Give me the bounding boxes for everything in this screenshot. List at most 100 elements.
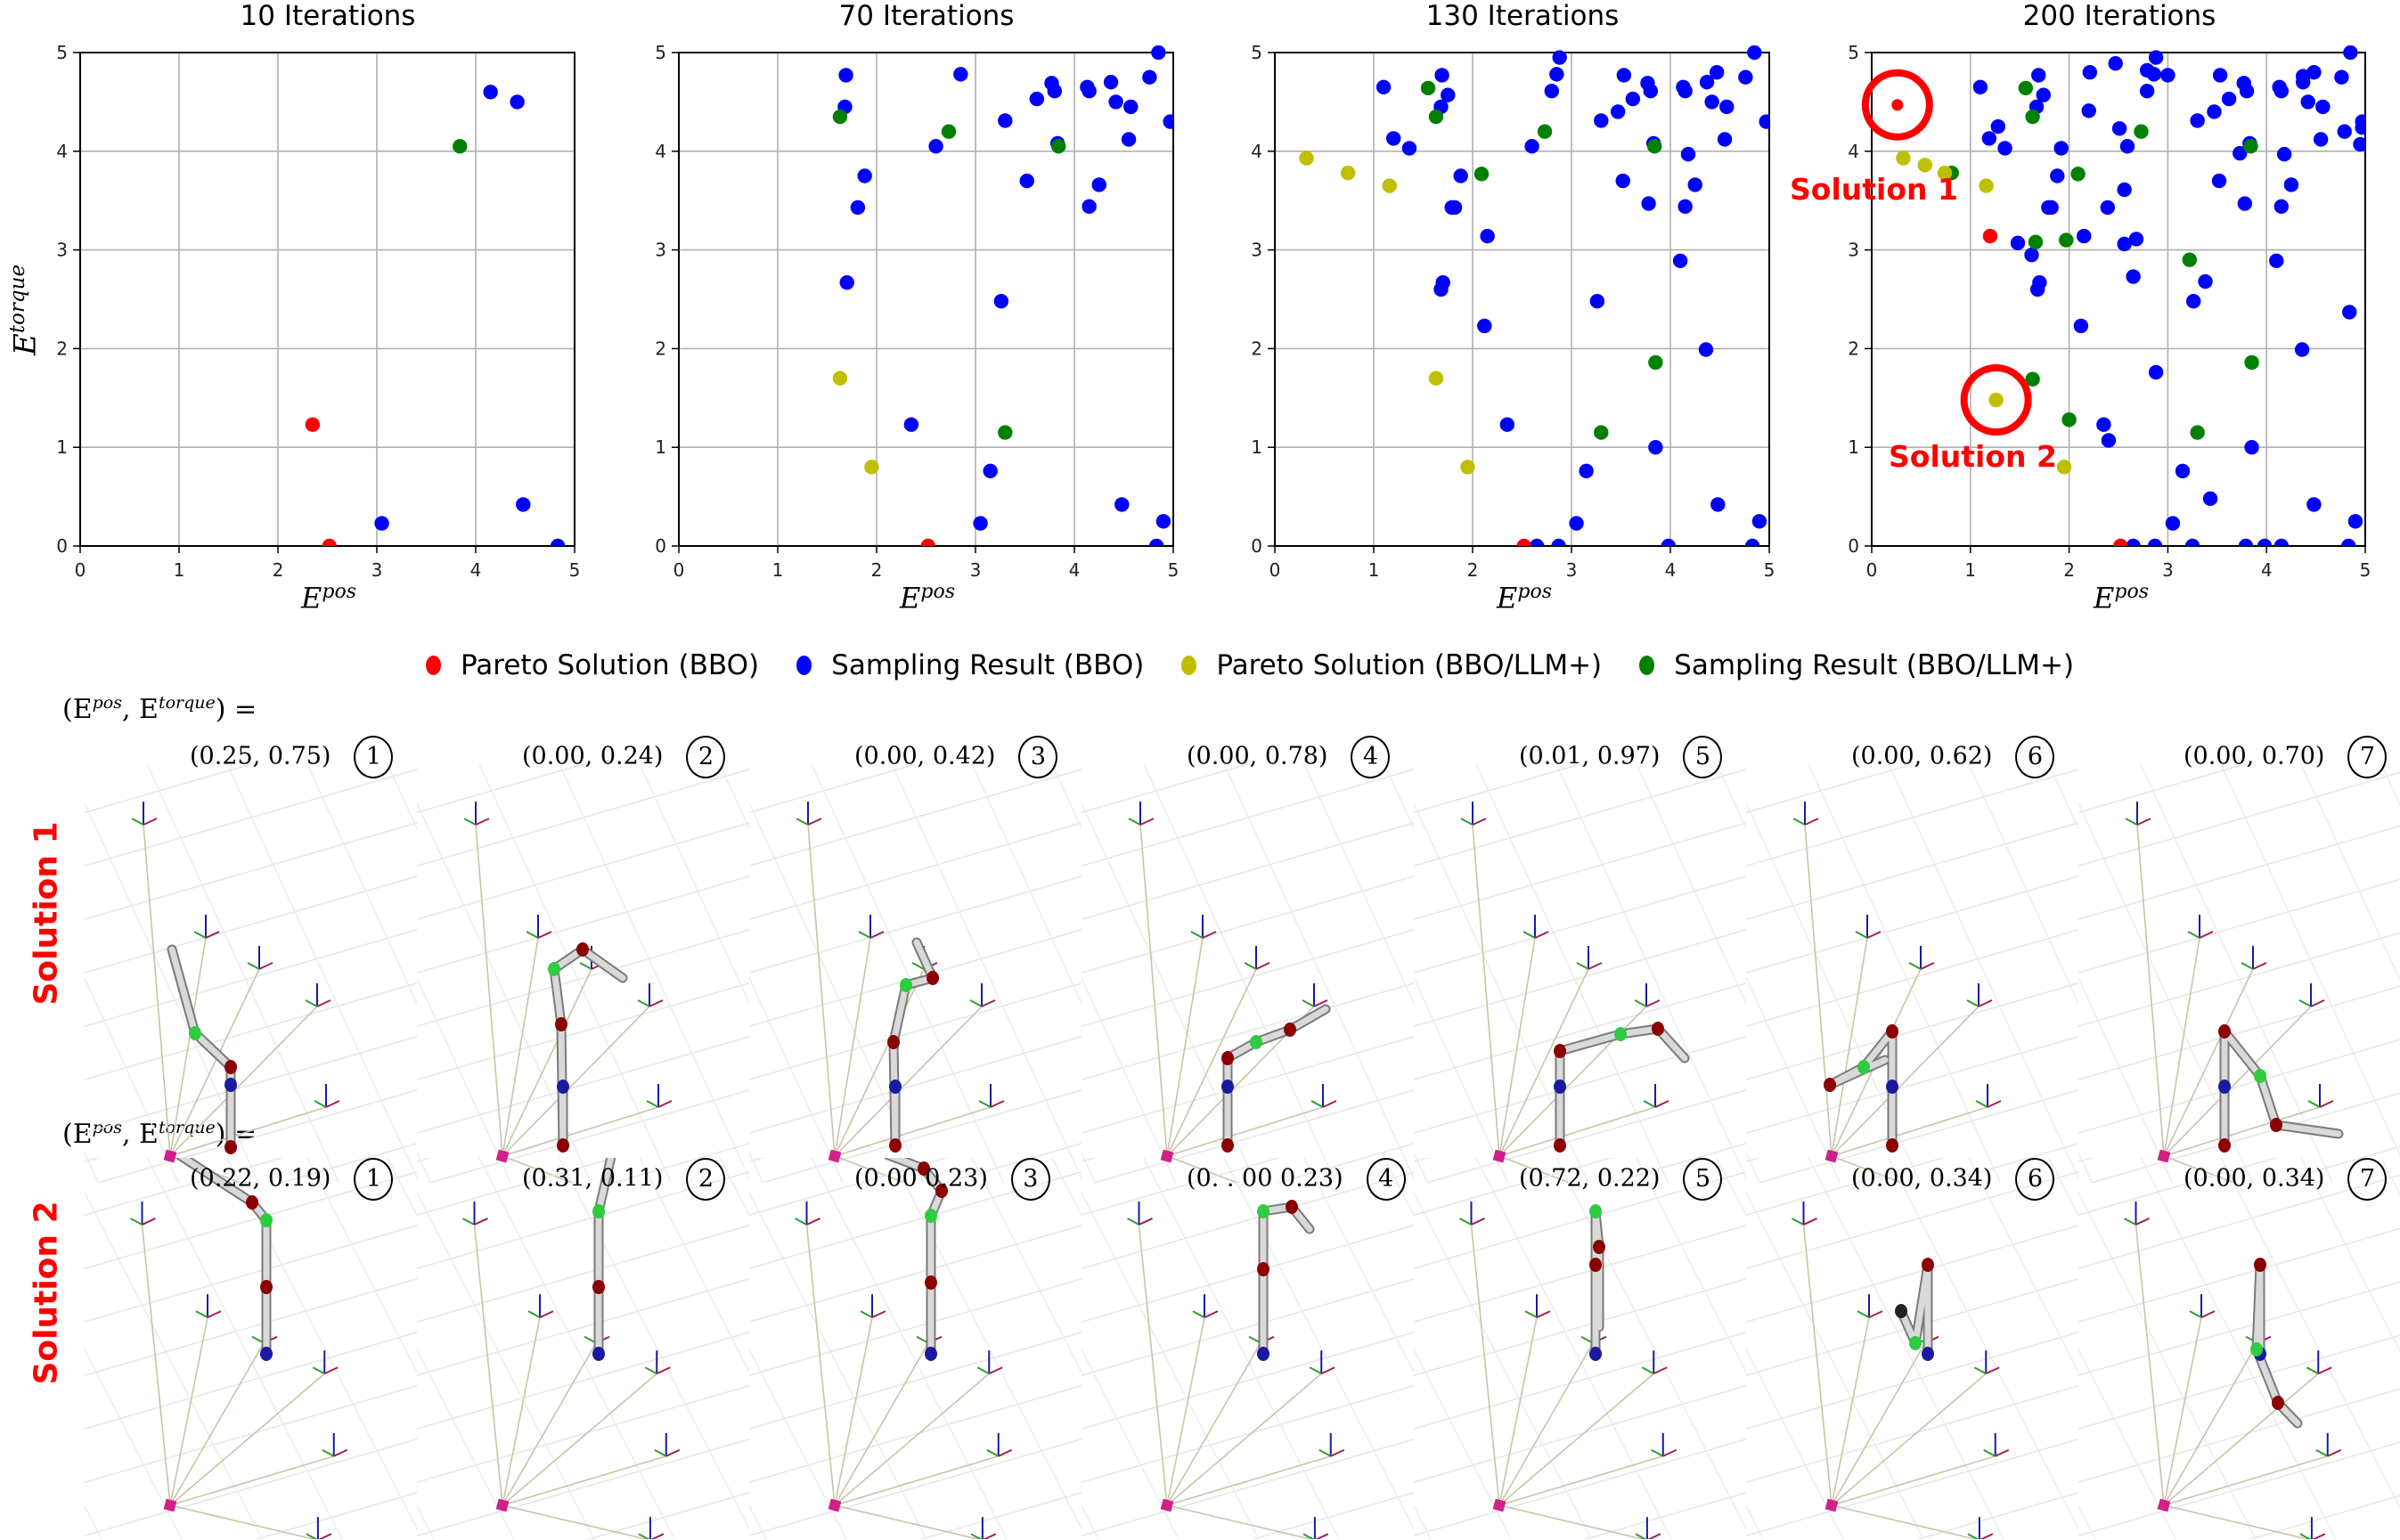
data-point-sampling-result-bbo [1717, 132, 1733, 147]
x-tick-label: 4 [1665, 559, 1677, 581]
floor-grid-line [2078, 985, 2400, 1080]
robot-base-marker [1160, 1498, 1174, 1512]
frame-y-axis-icon [1310, 1100, 1324, 1108]
floor-grid-line [85, 822, 417, 920]
panel-error-value: (0.22, 0.19) [190, 1164, 331, 1193]
floor-grid-line [1746, 982, 2078, 1080]
data-point-sampling-result-bbo [1678, 199, 1693, 215]
frame-x-axis-icon [649, 999, 664, 1007]
frame-x-axis-icon [1653, 1366, 1668, 1375]
floor-grid-line [85, 1278, 417, 1376]
panel-step-index: 1 [354, 736, 394, 778]
data-point-sampling-result-bbo [2233, 145, 2248, 161]
target-link-line [2163, 1504, 2311, 1539]
target-link-line [1166, 1316, 1205, 1506]
robot-joint [557, 1138, 569, 1153]
frame-x-axis-icon [2200, 1310, 2216, 1319]
solution-1-highlight-ring [1861, 69, 1933, 141]
robot-joint [925, 1347, 937, 1361]
floor-grid-line [417, 1278, 749, 1376]
data-point-sampling-result-bbo-llm [1473, 167, 1490, 182]
data-point-sampling-result-bbo [2024, 247, 2039, 263]
floor-grid-line [811, 764, 1005, 1183]
data-point-sampling-result-bbo-llm [453, 139, 468, 154]
target-link-line [2163, 1155, 2237, 1183]
data-point-pareto-solution-bbo-llm [1979, 178, 1994, 193]
frame-x-axis-icon [1654, 1100, 1669, 1108]
floor-grid-line [1915, 1492, 2078, 1539]
y-tick-label: 3 [1848, 240, 1859, 261]
floor-grid-line [226, 764, 417, 1180]
frame-y-axis-icon [1643, 1100, 1656, 1108]
x-tick-label: 2 [2063, 559, 2075, 581]
panel-error-value: (0.72, 0.22) [1519, 1164, 1661, 1193]
frame-x-axis-icon [474, 1218, 488, 1226]
data-point-sampling-result-bbo [2160, 68, 2176, 83]
robot-arm-link [886, 1158, 945, 1357]
target-link-line [2163, 1342, 2258, 1506]
frame-x-axis-icon [1139, 1218, 1153, 1226]
frame-y-axis-icon [858, 931, 871, 939]
frame-y-axis-icon [1309, 1366, 1322, 1375]
floor-grid-line [1414, 1348, 1512, 1539]
frame-x-axis-icon [1868, 1310, 1883, 1319]
data-point-sampling-result-bbo [1529, 538, 1545, 546]
chart-title-10: 10 Iterations [240, 0, 416, 32]
robot-joint [889, 1080, 902, 1094]
x-axis-label-sup: pos [920, 581, 955, 603]
target-link-line [143, 824, 171, 1157]
floor-grid-line [1414, 764, 1583, 813]
data-point-sampling-result-bbo [1441, 87, 1456, 102]
frame-x-axis-icon [475, 818, 490, 826]
frame-y-axis-icon [637, 999, 650, 1007]
frame-y-axis-icon [1460, 818, 1473, 826]
frame-x-axis-icon [1139, 818, 1155, 826]
data-point-sampling-result-bbo-llm [998, 425, 1013, 440]
frame-y-axis-icon [131, 818, 144, 826]
robot-base-marker [2157, 1498, 2171, 1512]
chart-4: 00 1 1 2 2 3 3 4 4 5 5 [1848, 42, 2371, 581]
target-link-line [1802, 1224, 1833, 1506]
frame-x-axis-icon [1330, 1448, 1345, 1457]
legend-item-sampling-bbo: Sampling Result (BBO) [796, 649, 1144, 681]
frame-x-axis-icon [2136, 818, 2151, 826]
floor-grid-line [2078, 771, 2400, 867]
frame-x-axis-icon [1978, 999, 1993, 1007]
data-point-sampling-result-bbo-llm [2134, 124, 2149, 139]
frame-y-axis-icon [2315, 1449, 2329, 1457]
floor-grid-line [2300, 1158, 2400, 1353]
data-point-sampling-result-bbo [1699, 75, 1715, 90]
floor-grid-line [2078, 801, 2254, 1183]
data-point-sampling-result-bbo [2108, 55, 2123, 71]
robot-arm-render [417, 1158, 749, 1539]
robot-joint [224, 1140, 237, 1154]
data-point-sampling-result-bbo [1524, 139, 1539, 154]
robot-joint [2218, 1080, 2231, 1094]
floor-grid-line [749, 801, 925, 1183]
target-link-line [1831, 1373, 1987, 1506]
robot-arm-render [1414, 1158, 1746, 1539]
floor-grid-line [2078, 1039, 2400, 1134]
data-point-sampling-result-bbo [2077, 228, 2092, 244]
data-points [305, 85, 566, 546]
floor-grid-line [719, 1158, 749, 1218]
robot-joint [189, 1026, 201, 1040]
floor-grid-line [1756, 1089, 2078, 1183]
floor-grid-line [146, 1158, 343, 1539]
floor-grid-line [2078, 878, 2400, 974]
floor-grid-line [1608, 1143, 1746, 1183]
robot-joint [1922, 1347, 1934, 1361]
data-point-sampling-result-bbo [2237, 196, 2253, 211]
frame-y-axis-icon [970, 1533, 983, 1539]
data-point-sampling-result-bbo-llm [941, 124, 957, 139]
frame-y-axis-icon [1651, 1449, 1664, 1457]
data-point-sampling-result-bbo [1678, 84, 1693, 99]
robot-joint [2270, 1118, 2282, 1132]
data-point-sampling-result-bbo [1610, 104, 1626, 119]
target-link-line [1166, 1106, 1324, 1157]
data-point-sampling-result-bbo [2315, 99, 2331, 115]
frame-y-axis-icon [2187, 931, 2200, 939]
frame-x-axis-icon [1322, 1100, 1337, 1108]
floor-grid-line [1082, 764, 1251, 813]
data-point-sampling-result-bbo [1990, 118, 2006, 134]
